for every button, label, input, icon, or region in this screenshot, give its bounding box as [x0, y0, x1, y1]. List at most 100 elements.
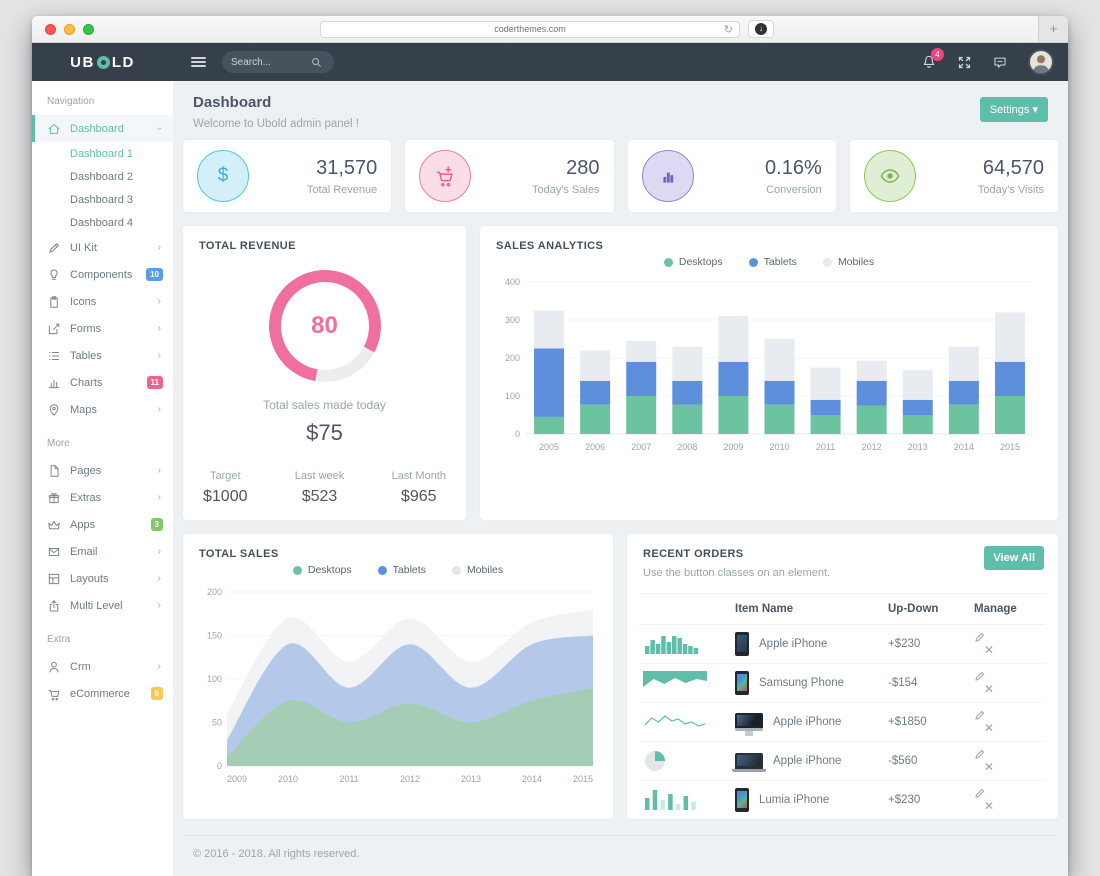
expand-icon — [958, 56, 971, 68]
item-name: Apple iPhone — [773, 716, 842, 728]
donut-value: 80 — [311, 312, 338, 339]
product-thumbnail — [732, 753, 766, 772]
chevron-right-icon: › — [157, 242, 161, 253]
messages-button[interactable] — [992, 55, 1008, 70]
delete-icon[interactable]: ✕ — [984, 799, 995, 813]
person-icon — [49, 661, 59, 672]
total-sales-card: TOTAL SALES Desktops Tablets Mobiles 0 50 10… — [183, 534, 613, 819]
sidebar-item-dashboard[interactable]: Dashboard › — [32, 115, 173, 142]
new-tab-button[interactable]: + — [1038, 16, 1068, 42]
sidebar-badge: 6 — [150, 687, 163, 700]
sparkline-cell — [639, 741, 731, 781]
svg-text:2014: 2014 — [954, 442, 974, 452]
delete-icon[interactable]: ✕ — [984, 760, 995, 774]
sidebar-item-maps[interactable]: Maps › — [32, 396, 173, 423]
sidebar-item-charts[interactable]: Charts 11 — [32, 369, 173, 396]
envelope-icon — [47, 545, 61, 559]
orders-table: Item Name Up-Down Manage Apple iPhone +$230… — [639, 593, 1046, 819]
sidebar-subitem-dashboard-1[interactable]: Dashboard 1 — [70, 147, 133, 160]
share-icon — [49, 599, 59, 611]
zoom-window-button[interactable] — [83, 24, 94, 35]
sidebar-item-apps[interactable]: Apps 3 — [32, 511, 173, 538]
reload-icon[interactable]: ↻ — [723, 24, 733, 36]
sidebar-item-layouts[interactable]: Layouts › — [32, 565, 173, 592]
delete-icon[interactable]: ✕ — [984, 721, 995, 735]
pencil-square-icon — [48, 323, 60, 334]
chevron-right-icon: › — [157, 404, 161, 415]
metric-label: Last week — [294, 470, 345, 482]
sidebar-item-ui-kit[interactable]: UI Kit › — [32, 234, 173, 261]
sidebar-item-pages[interactable]: Pages › — [32, 457, 173, 484]
edit-icon[interactable] — [974, 748, 1042, 760]
chevron-right-icon: › — [157, 600, 161, 611]
updown-value: +$230 — [888, 794, 921, 806]
sidebar-item-label: Icons — [70, 295, 97, 308]
brand-logo[interactable]: UB LD — [70, 53, 135, 71]
svg-text:100: 100 — [207, 674, 222, 684]
svg-text:2006: 2006 — [585, 442, 605, 452]
revenue-donut-chart: 80 — [268, 270, 381, 382]
sidebar-item-label: Maps — [70, 403, 97, 416]
sales-analytics-card: SALES ANALYTICS Desktops Tablets Mobiles 0… — [480, 226, 1058, 520]
stat-label: Today's Sales — [531, 183, 600, 196]
edit-icon[interactable] — [974, 631, 1042, 643]
sidebar-item-ecommerce[interactable]: eCommerce 6 — [32, 680, 173, 707]
share-icon — [47, 599, 61, 613]
menu-toggle-icon[interactable] — [191, 55, 206, 69]
sidebar-item-label: Pages — [70, 464, 102, 477]
donut-caption: Total sales made today — [263, 398, 386, 412]
revenue-metric: Last Month $965 — [392, 470, 446, 506]
clipboard-icon — [47, 295, 61, 309]
delete-icon[interactable]: ✕ — [984, 643, 995, 657]
sidebar-item-multi-level[interactable]: Multi Level › — [32, 592, 173, 619]
settings-button[interactable]: Settings ▾ — [979, 97, 1048, 122]
chart-legend: Desktops Tablets Mobiles — [199, 564, 597, 576]
minimize-window-button[interactable] — [64, 24, 75, 35]
sidebar-subitem-dashboard-3[interactable]: Dashboard 3 — [70, 193, 133, 206]
stat-icon-circle: $ — [197, 150, 249, 202]
edit-icon[interactable] — [974, 709, 1042, 721]
sidebar-item-components[interactable]: Components 10 — [32, 261, 173, 288]
legend-item-desktops: Desktops — [292, 564, 352, 576]
sidebar-item-extras[interactable]: Extras › — [32, 484, 173, 511]
chevron-right-icon: › — [157, 573, 161, 584]
svg-text:2011: 2011 — [339, 774, 358, 784]
close-window-button[interactable] — [45, 24, 56, 35]
legend-dot-icon — [377, 565, 387, 575]
window-controls[interactable] — [45, 24, 94, 35]
sidebar-item-crm[interactable]: Crm › — [32, 653, 173, 680]
sidebar-item-forms[interactable]: Forms › — [32, 315, 173, 342]
main-content: Dashboard Welcome to Ubold admin panel !… — [173, 81, 1068, 876]
view-all-button[interactable]: View All — [984, 546, 1044, 570]
svg-text:2013: 2013 — [908, 442, 928, 452]
pen-icon — [49, 242, 59, 253]
fullscreen-button[interactable] — [957, 55, 972, 70]
user-avatar[interactable] — [1028, 49, 1054, 75]
updown-value: +$1850 — [884, 702, 970, 742]
delete-icon[interactable]: ✕ — [984, 682, 995, 696]
address-bar[interactable]: coderthemes.com ↻ — [320, 21, 740, 38]
revenue-metric: Target $1000 — [203, 470, 248, 506]
sidebar-item-email[interactable]: Email › — [32, 538, 173, 565]
edit-icon[interactable] — [974, 787, 1042, 799]
stat-card-today-s-visits: 64,570 Today's Visits — [849, 140, 1058, 212]
sidebar-item-icons[interactable]: Icons › — [32, 288, 173, 315]
extension-button[interactable]: ↓ — [748, 20, 774, 38]
sidebar-subitem-dashboard-4[interactable]: Dashboard 4 — [70, 216, 133, 229]
chart-bars-icon — [47, 376, 61, 390]
sidebar-subitem-dashboard-2[interactable]: Dashboard 2 — [70, 170, 133, 183]
table-row: Apple iPhone +$230 ✕ — [639, 624, 1046, 664]
stat-label: Conversion — [766, 183, 822, 196]
edit-icon[interactable] — [974, 670, 1042, 682]
sidebar-item-tables[interactable]: Tables › — [32, 342, 173, 369]
cart-plus-icon — [436, 166, 453, 187]
search-input[interactable] — [231, 56, 311, 68]
search-box[interactable] — [222, 51, 334, 73]
stat-label: Today's Visits — [977, 183, 1044, 196]
svg-text:0: 0 — [217, 761, 222, 771]
notifications-button[interactable]: 4 — [921, 48, 944, 70]
stat-card-total-revenue: $31,570 Total Revenue — [183, 140, 392, 212]
card-title: RECENT ORDERS — [643, 548, 744, 560]
stats-row: $31,570 Total Revenue 280 Today's Sales 0.16… — [183, 140, 1058, 212]
file-icon — [47, 464, 61, 478]
